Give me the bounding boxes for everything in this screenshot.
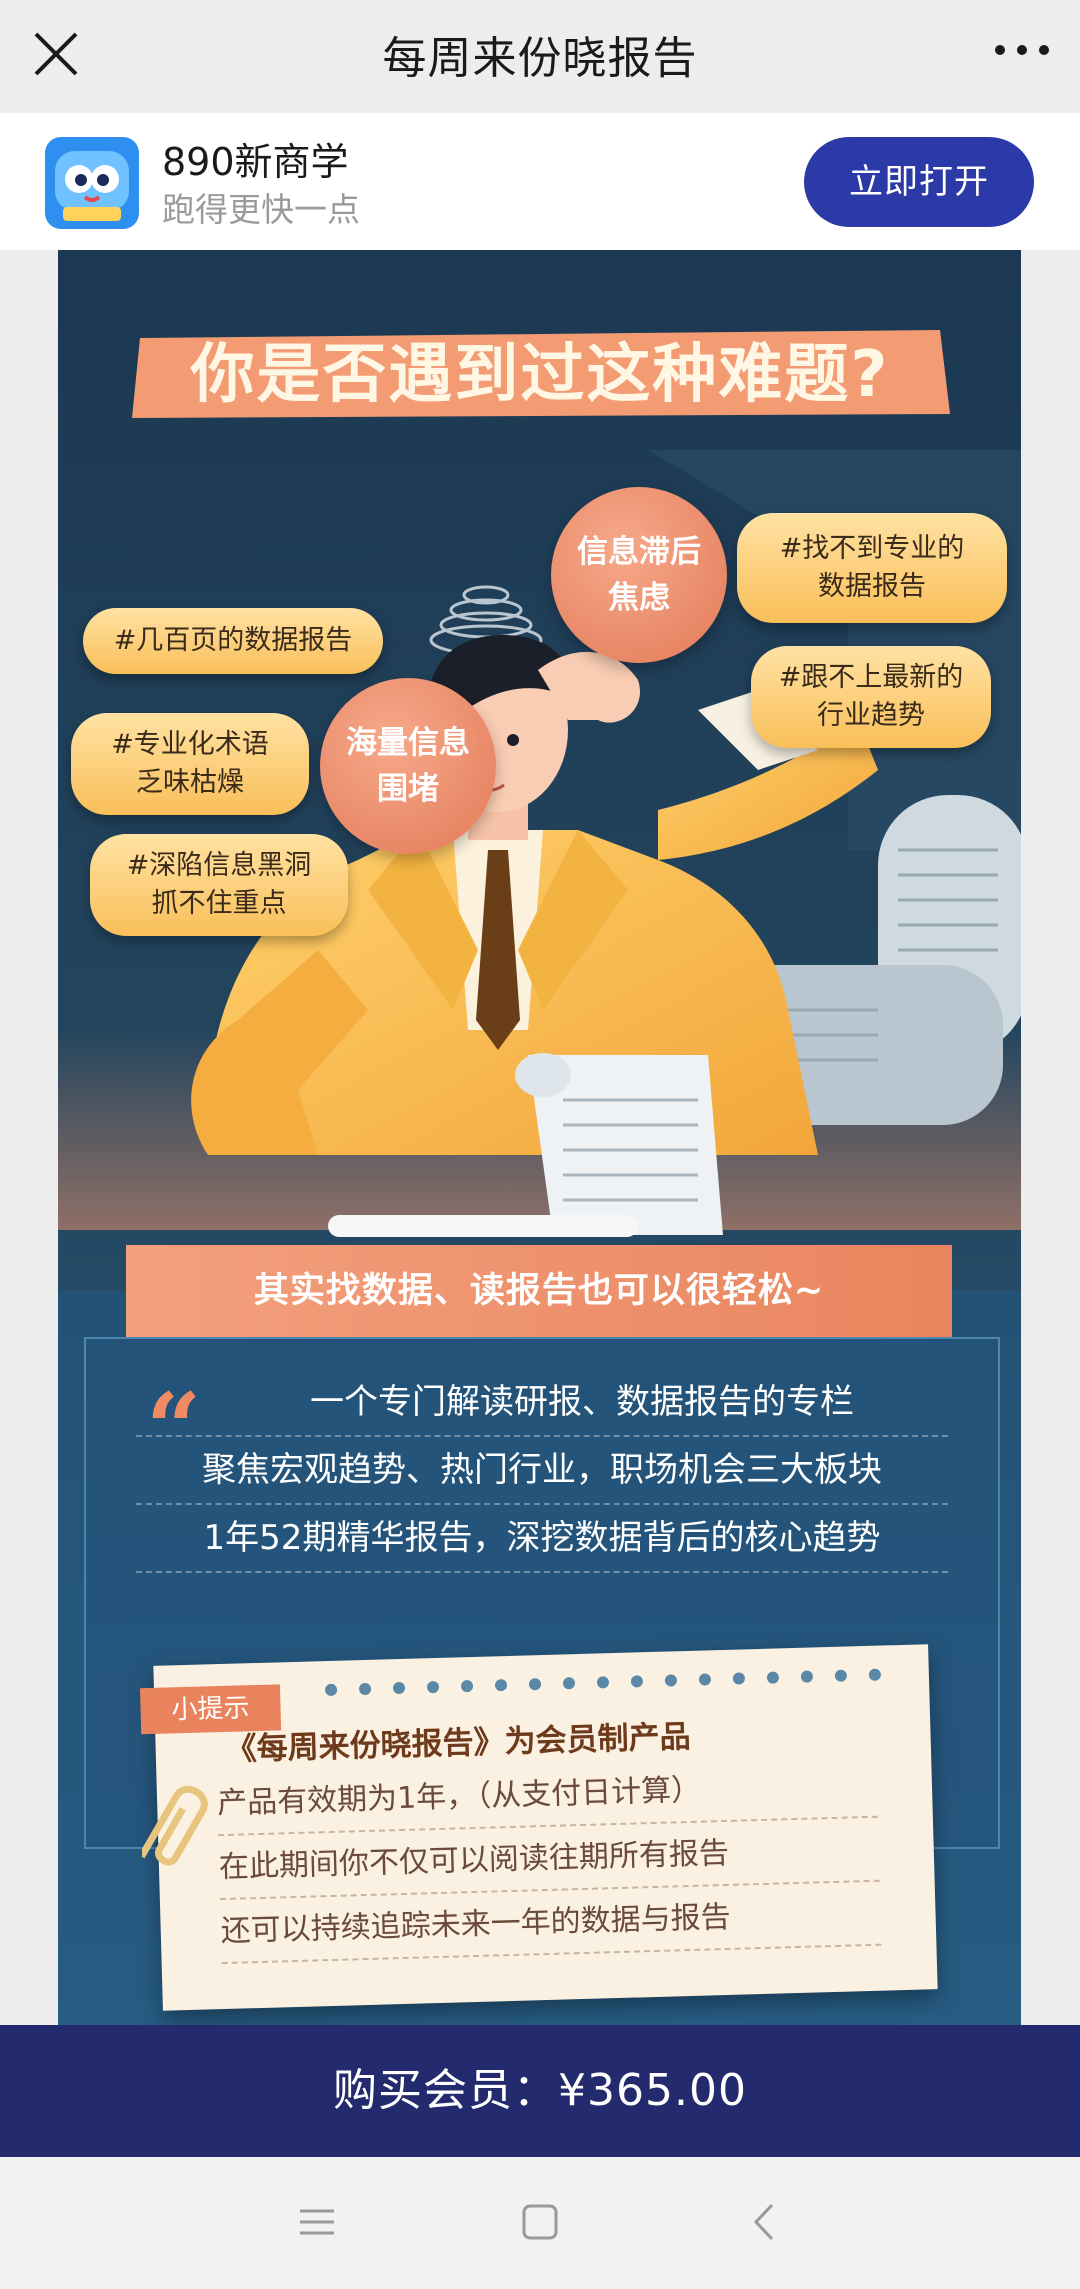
bubble-line: 海量信息 (346, 725, 470, 761)
back-icon[interactable] (740, 2197, 790, 2247)
bubble-info-lag: 信息滞后 焦虑 (551, 487, 727, 663)
title-bar: 每周来份晓报告 (0, 0, 1080, 113)
tag-line: #跟不上最新的 (778, 662, 964, 693)
headline-banner: 你是否遇到过这种难题? (132, 330, 950, 418)
info-line: 1年52期精华报告，深挖数据背后的核心趋势 (136, 1505, 948, 1573)
menu-icon[interactable] (292, 2197, 342, 2247)
system-nav-bar (0, 2157, 1080, 2289)
quote-mark-icon: “ (146, 1372, 202, 1485)
tag-line: #找不到专业的 (779, 533, 965, 564)
app-banner: 890新商学 跑得更快一点 立即打开 (0, 113, 1080, 250)
buy-membership-button[interactable]: 购买会员：¥365.00 (0, 2025, 1080, 2157)
paperclip-icon (142, 1785, 208, 1866)
bubble-line: 信息滞后 (577, 534, 701, 570)
open-app-button[interactable]: 立即打开 (804, 137, 1034, 227)
page-title: 每周来份晓报告 (382, 33, 698, 84)
bubble-info-flood: 海量信息 围堵 (320, 678, 496, 854)
tag-trend-lag: #跟不上最新的 行业趋势 (751, 646, 991, 748)
bubble-line: 围堵 (377, 771, 439, 807)
bubble-line: 焦虑 (608, 580, 670, 616)
more-icon[interactable] (992, 28, 1052, 72)
app-slogan: 跑得更快一点 (162, 190, 360, 229)
info-line: 一个专门解读研报、数据报告的专栏 (136, 1369, 948, 1437)
tag-line: 行业趋势 (817, 700, 925, 731)
tag-line: 抓不住重点 (151, 888, 287, 919)
close-icon[interactable] (30, 28, 82, 80)
tag-jargon: #专业化术语 乏味枯燥 (71, 713, 309, 815)
tag-hundred-pages: #几百页的数据报告 (83, 608, 383, 674)
tag-line: #专业化术语 (111, 729, 269, 760)
tag-line: #深陷信息黑洞 (126, 850, 312, 881)
app-name: 890新商学 (162, 140, 349, 184)
tips-card: 小提示 《每周来份晓报告》为会员制产品 产品有效期为1年，（从支付日计算） 在此… (139, 1644, 938, 2011)
poster-image: 你是否遇到过这种难题? 信息滞后 焦虑 海量信息 围堵 #找不到专业的 数据报告… (58, 250, 1021, 2025)
note-title: 《每周来份晓报告》为会员制产品 (225, 1718, 692, 1768)
tag-no-pro-report: #找不到专业的 数据报告 (737, 513, 1007, 623)
dots-decoration (325, 1668, 881, 1696)
app-logo-icon (45, 137, 139, 229)
tag-info-blackhole: #深陷信息黑洞 抓不住重点 (90, 834, 348, 936)
headline-text: 你是否遇到过这种难题? (189, 338, 889, 412)
info-line: 聚焦宏观趋势、热门行业，职场机会三大板块 (136, 1437, 948, 1505)
ribbon-banner: 其实找数据、读报告也可以很轻松~ (126, 1245, 952, 1337)
tag-line: #几百页的数据报告 (113, 625, 353, 656)
tag-line: 乏味枯燥 (136, 767, 244, 798)
home-icon[interactable] (515, 2197, 565, 2247)
tag-line: 数据报告 (818, 571, 926, 602)
